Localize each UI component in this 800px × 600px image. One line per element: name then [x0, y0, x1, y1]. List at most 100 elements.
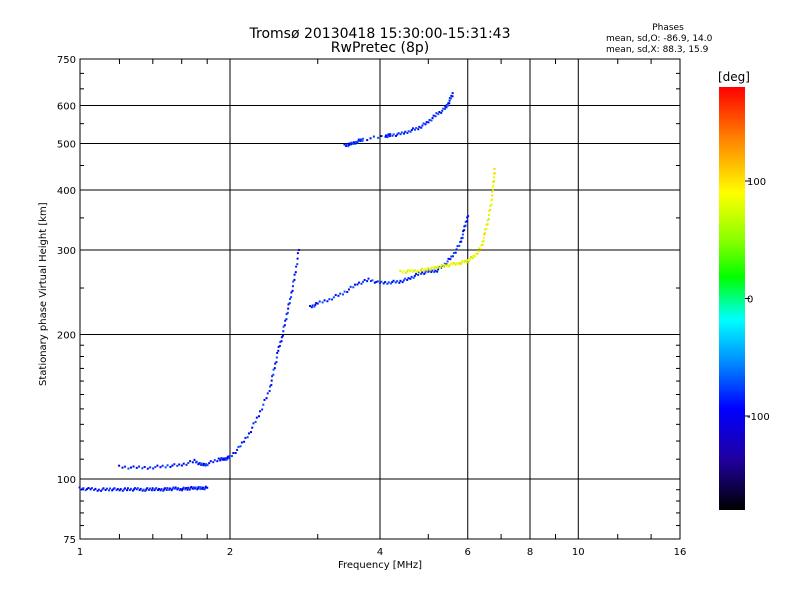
- data-point: [134, 487, 137, 490]
- data-point: [485, 227, 488, 230]
- data-point: [350, 141, 353, 144]
- data-point: [280, 340, 283, 343]
- data-point: [266, 392, 269, 395]
- data-point: [481, 240, 484, 243]
- data-point: [466, 259, 469, 262]
- data-point: [357, 140, 360, 143]
- data-point: [423, 272, 426, 275]
- series-4: [343, 92, 454, 148]
- data-point: [96, 489, 99, 492]
- data-point: [90, 487, 93, 490]
- data-point: [363, 278, 366, 281]
- data-point: [458, 262, 461, 265]
- data-point: [237, 445, 240, 448]
- data-point: [283, 324, 286, 327]
- data-point: [431, 117, 434, 120]
- data-point: [474, 255, 477, 258]
- data-point: [417, 128, 420, 131]
- data-point: [173, 463, 176, 466]
- data-point: [101, 488, 104, 491]
- data-point: [391, 281, 394, 284]
- data-point: [366, 280, 369, 283]
- data-point: [86, 488, 89, 491]
- data-point: [104, 488, 107, 491]
- data-point: [443, 263, 446, 266]
- data-point: [189, 460, 192, 463]
- data-point: [394, 134, 397, 137]
- data-point: [426, 269, 429, 272]
- data-point: [407, 130, 410, 133]
- data-point: [293, 273, 296, 276]
- data-point: [417, 273, 420, 276]
- data-point: [82, 487, 85, 490]
- data-point: [196, 488, 199, 491]
- data-point: [348, 143, 351, 146]
- data-point: [479, 247, 482, 250]
- data-point: [445, 265, 448, 268]
- data-point: [181, 489, 184, 492]
- data-point: [456, 245, 459, 248]
- data-point: [287, 307, 290, 310]
- data-point: [404, 130, 407, 133]
- data-point: [461, 259, 464, 262]
- data-point: [399, 269, 402, 272]
- data-point: [285, 318, 288, 321]
- data-point: [286, 311, 289, 314]
- data-point: [318, 300, 321, 303]
- data-point: [430, 271, 433, 274]
- data-point: [434, 115, 437, 118]
- data-point: [296, 263, 299, 266]
- y-tick-label: 500: [57, 140, 76, 151]
- data-point: [168, 488, 171, 491]
- data-point: [448, 265, 451, 268]
- data-point: [254, 420, 257, 423]
- data-point: [201, 486, 204, 489]
- data-point: [99, 489, 102, 492]
- data-point: [352, 286, 355, 289]
- data-point: [352, 141, 355, 144]
- data-point: [465, 261, 468, 264]
- data-point: [437, 113, 440, 116]
- data-point: [455, 248, 458, 251]
- data-point: [369, 137, 372, 140]
- data-point: [389, 282, 392, 285]
- data-point: [342, 293, 345, 296]
- data-point: [482, 240, 485, 243]
- data-point: [350, 143, 353, 146]
- data-point: [411, 127, 414, 130]
- data-point: [259, 410, 262, 413]
- data-point: [402, 279, 405, 282]
- phases-o-stats: mean, sd,O: -86.9, 14.0: [606, 34, 713, 44]
- data-point: [193, 458, 196, 461]
- data-point: [461, 233, 464, 236]
- data-point: [421, 271, 424, 274]
- data-point: [223, 458, 226, 461]
- data-point: [284, 319, 287, 322]
- data-point: [170, 489, 173, 492]
- data-point: [159, 466, 162, 469]
- data-point: [228, 457, 231, 460]
- y-tick-label: 300: [57, 246, 76, 257]
- data-point: [448, 99, 451, 102]
- data-point: [424, 267, 427, 270]
- data-point: [172, 486, 175, 489]
- data-point: [323, 299, 326, 302]
- data-point: [275, 361, 278, 364]
- data-point: [402, 270, 405, 273]
- data-point: [258, 415, 261, 418]
- data-point: [313, 305, 316, 308]
- data-point: [424, 271, 427, 274]
- data-point: [295, 265, 298, 268]
- data-point: [111, 489, 114, 492]
- data-point: [447, 257, 450, 260]
- data-point: [493, 176, 496, 179]
- data-point: [226, 457, 229, 460]
- data-point: [487, 218, 490, 221]
- data-point: [409, 270, 412, 273]
- data-point: [163, 487, 166, 490]
- data-point: [275, 356, 278, 359]
- data-point: [199, 486, 202, 489]
- data-point: [398, 281, 401, 284]
- data-point: [484, 228, 487, 231]
- data-point: [102, 487, 105, 490]
